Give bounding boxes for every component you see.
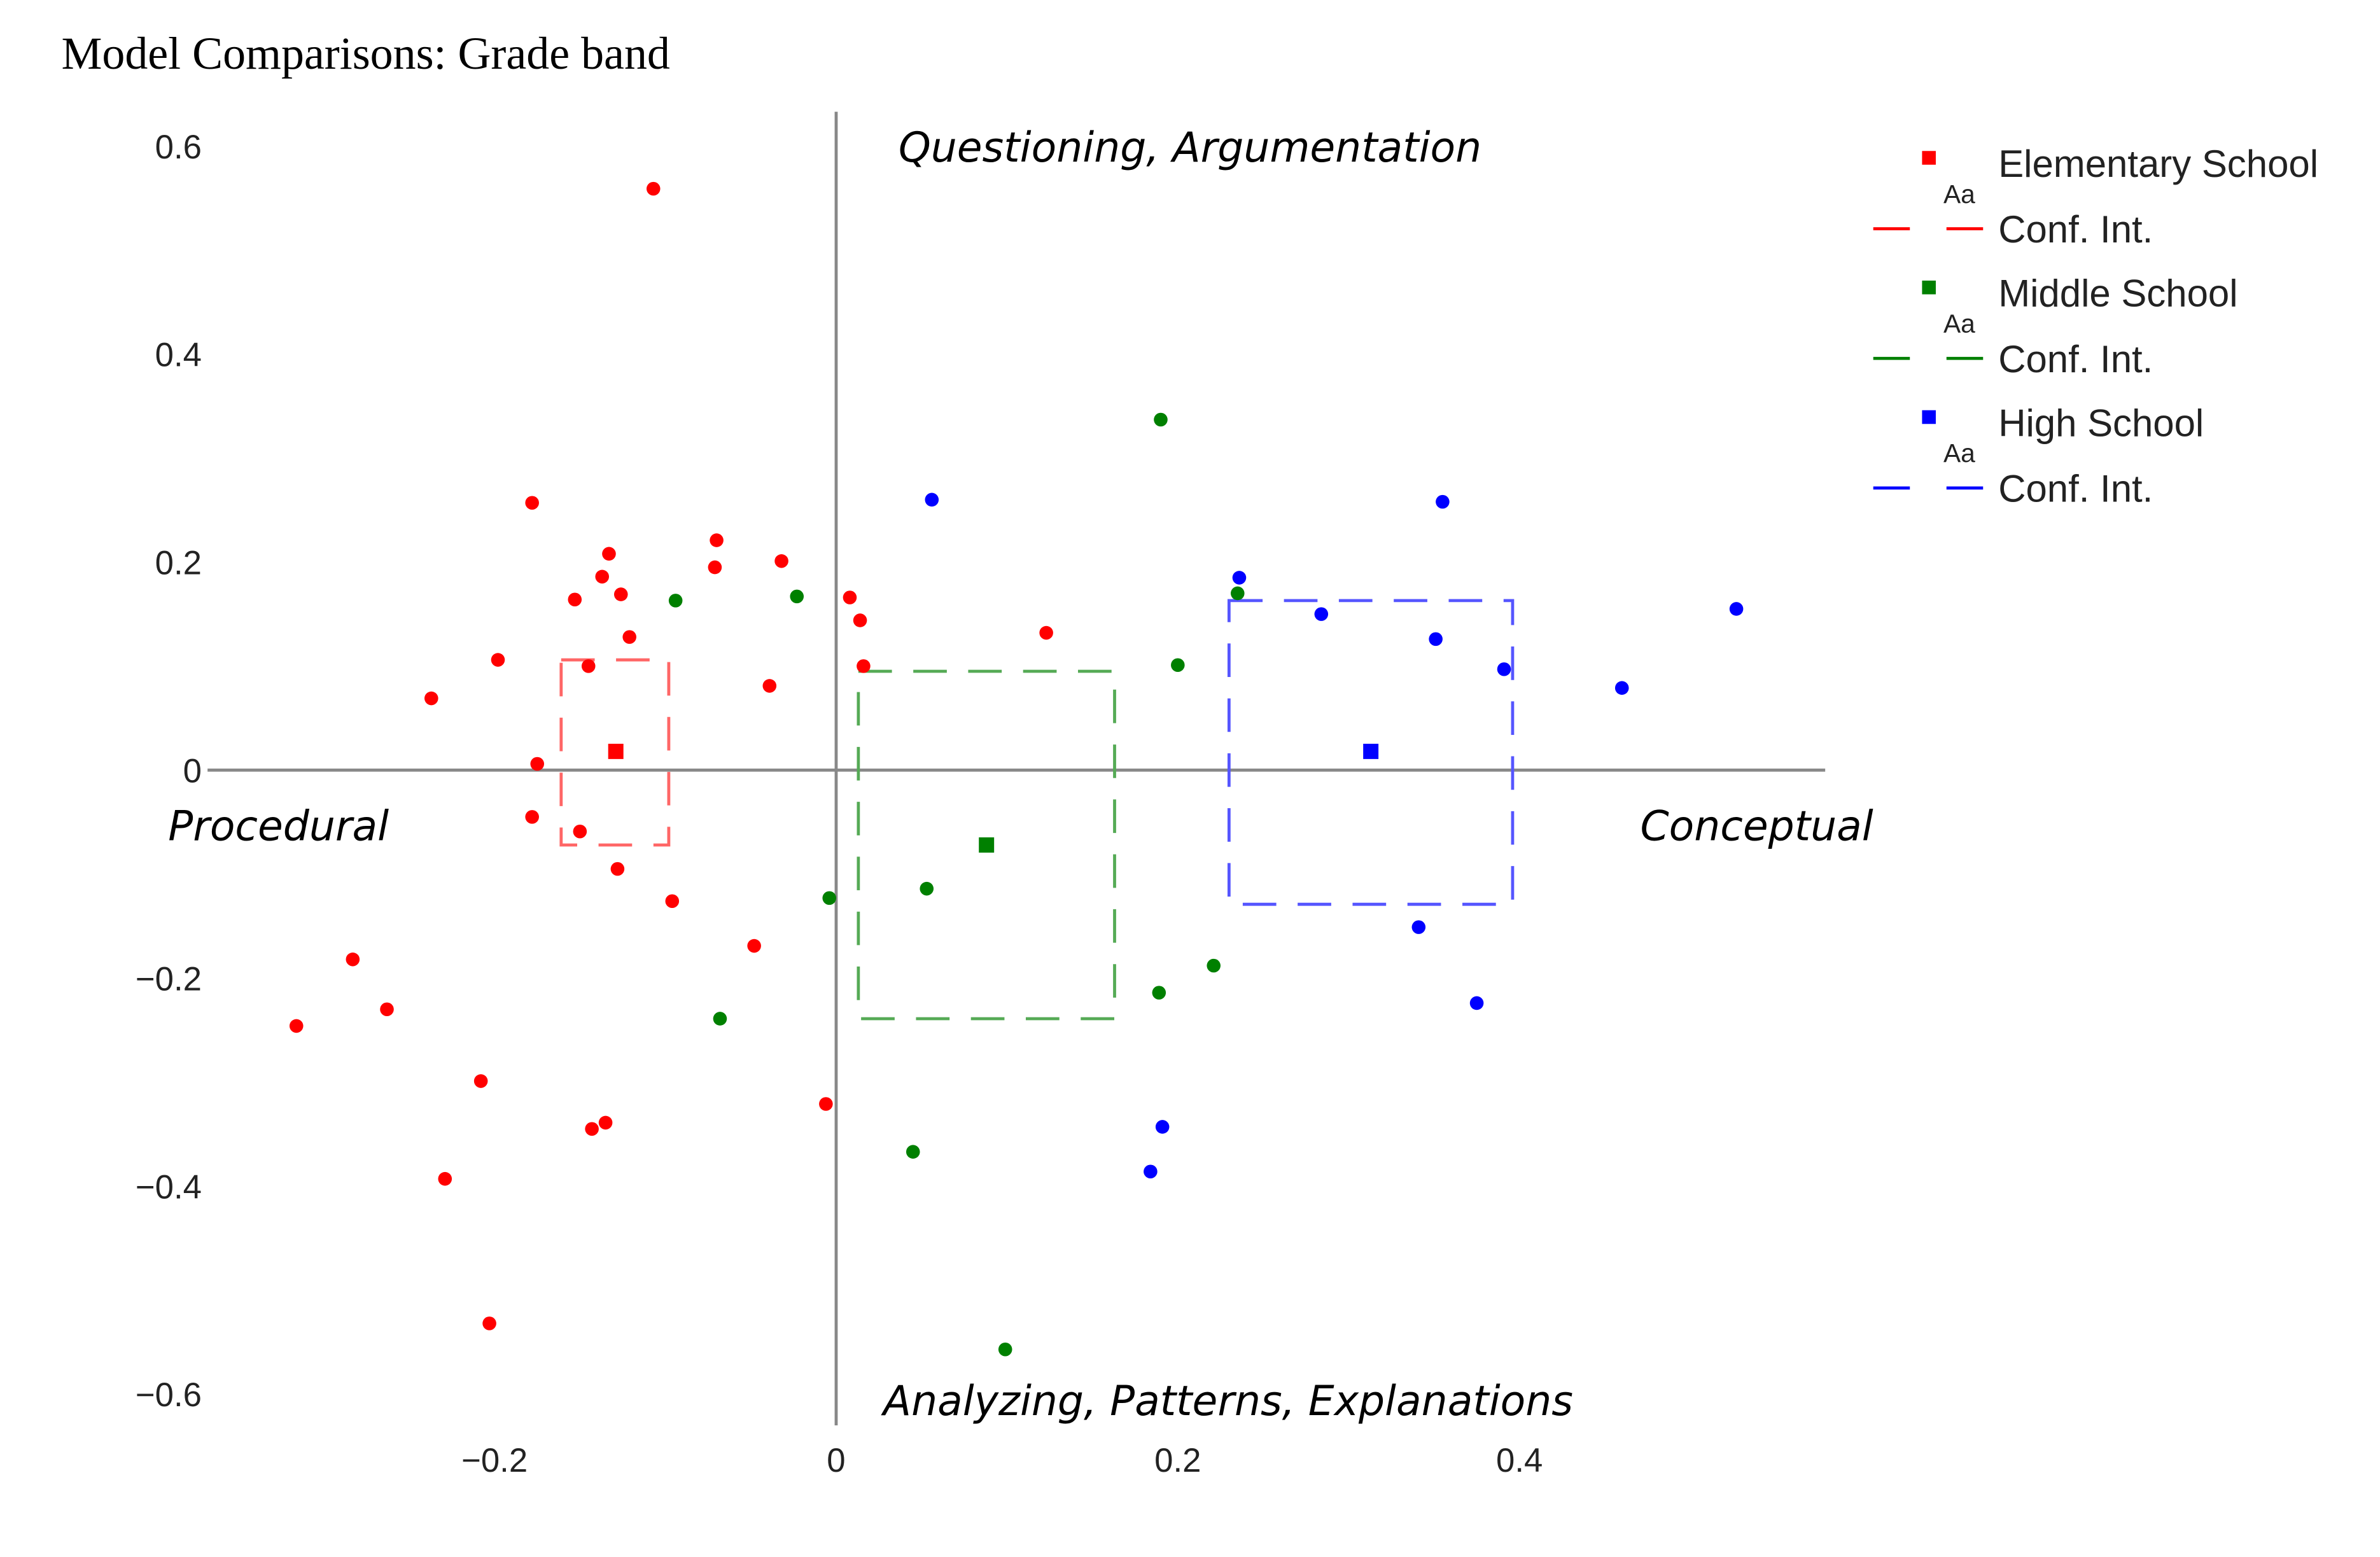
data-point <box>289 1019 304 1033</box>
centroid-marker <box>1363 743 1379 759</box>
annotation-left: Procedural <box>168 803 389 851</box>
data-point <box>668 594 683 608</box>
data-point <box>380 1002 394 1017</box>
data-point <box>1171 658 1185 673</box>
data-point <box>1154 412 1168 427</box>
data-point <box>602 547 616 561</box>
legend-marker <box>1922 410 1936 424</box>
chart-title: Model Comparisons: Grade band <box>61 28 669 79</box>
y-tick-label: −0.4 <box>136 1168 202 1206</box>
data-point <box>646 181 661 196</box>
data-point <box>610 862 625 876</box>
data-point <box>424 691 438 706</box>
confidence-intervals <box>559 599 1515 1021</box>
data-point <box>1152 986 1166 1000</box>
data-point <box>581 659 596 673</box>
data-point <box>598 1115 613 1130</box>
data-point <box>473 1074 488 1088</box>
data-point <box>853 613 867 627</box>
data-point <box>1155 1120 1170 1134</box>
legend-ci-label: Conf. Int. <box>1998 338 2153 381</box>
annotation-bottom: Analyzing, Patterns, Explanations <box>881 1378 1573 1425</box>
data-point <box>713 1012 727 1026</box>
data-point <box>1207 958 1221 973</box>
data-point <box>491 653 505 667</box>
centroid-marker <box>608 743 624 759</box>
y-tick-label: −0.2 <box>136 960 202 998</box>
confidence-interval-box-0 <box>559 658 671 847</box>
data-point <box>822 891 837 905</box>
data-point <box>1469 996 1484 1010</box>
x-tick-label: 0 <box>827 1442 845 1479</box>
axes: −0.2 0 0.2 0.4 0.6 0.4 0.2 0 −0.2 −0.4 −0.6 <box>136 111 1826 1479</box>
data-point <box>762 679 777 693</box>
data-point <box>613 587 628 601</box>
y-tick-label: −0.6 <box>136 1376 202 1414</box>
legend-ci-label: Conf. Int. <box>1998 468 2153 510</box>
data-point <box>774 554 788 568</box>
data-point <box>1411 920 1426 934</box>
data-point <box>1144 1164 1158 1179</box>
legend-marker-text: Aa <box>1943 179 1975 209</box>
data-point <box>573 824 587 839</box>
data-point <box>530 757 545 771</box>
data-point <box>1039 625 1053 640</box>
data-point <box>1429 632 1443 646</box>
data-point <box>585 1122 599 1136</box>
data-point <box>622 630 636 644</box>
x-tick-label: −0.2 <box>461 1442 528 1479</box>
legend-marker <box>1922 151 1936 165</box>
data-point <box>1614 681 1629 695</box>
legend-marker-text: Aa <box>1943 309 1975 338</box>
legend-label: High School <box>1998 401 2204 444</box>
data-point <box>1436 494 1450 509</box>
data-point <box>346 953 360 967</box>
confidence-interval-box-2 <box>1227 599 1515 906</box>
annotation-top: Questioning, Argumentation <box>899 124 1481 172</box>
legend: Aa Elementary School Conf. Int. Aa Middle Sc… <box>1873 143 2318 510</box>
data-point <box>568 592 582 607</box>
data-point <box>925 492 939 507</box>
data-point <box>708 560 722 575</box>
data-point <box>998 1342 1012 1357</box>
data-point <box>857 659 871 673</box>
y-tick-label: 0.6 <box>155 129 202 166</box>
data-point <box>747 939 761 953</box>
data-point <box>920 881 934 896</box>
centroid-marker <box>979 837 995 853</box>
data-point <box>843 590 857 604</box>
annotation-right: Conceptual <box>1640 803 1873 851</box>
legend-label: Middle School <box>1998 272 2237 315</box>
data-point <box>438 1171 452 1186</box>
data-point <box>525 496 539 510</box>
data-point <box>1729 602 1744 616</box>
x-tick-label: 0.2 <box>1154 1442 1201 1479</box>
data-point <box>1230 586 1245 601</box>
data-point <box>525 810 539 824</box>
data-point <box>482 1316 496 1330</box>
data-point <box>665 894 680 909</box>
y-tick-label: 0.4 <box>155 337 202 374</box>
y-tick-label: 0 <box>183 752 202 790</box>
legend-marker-text: Aa <box>1943 438 1975 468</box>
legend-label: Elementary School <box>1998 143 2318 185</box>
confidence-interval-box-1 <box>857 669 1116 1021</box>
data-point <box>819 1097 833 1111</box>
data-point <box>1497 662 1511 676</box>
data-point <box>1232 571 1247 585</box>
x-tick-label: 0.4 <box>1496 1442 1543 1479</box>
data-point <box>710 533 724 547</box>
data-point <box>790 589 804 604</box>
data-point <box>595 569 610 584</box>
data-point <box>1314 607 1329 621</box>
data-points <box>289 181 1744 1357</box>
data-point <box>906 1145 920 1159</box>
y-tick-label: 0.2 <box>155 545 202 582</box>
legend-marker <box>1922 280 1936 295</box>
legend-ci-label: Conf. Int. <box>1998 208 2153 251</box>
